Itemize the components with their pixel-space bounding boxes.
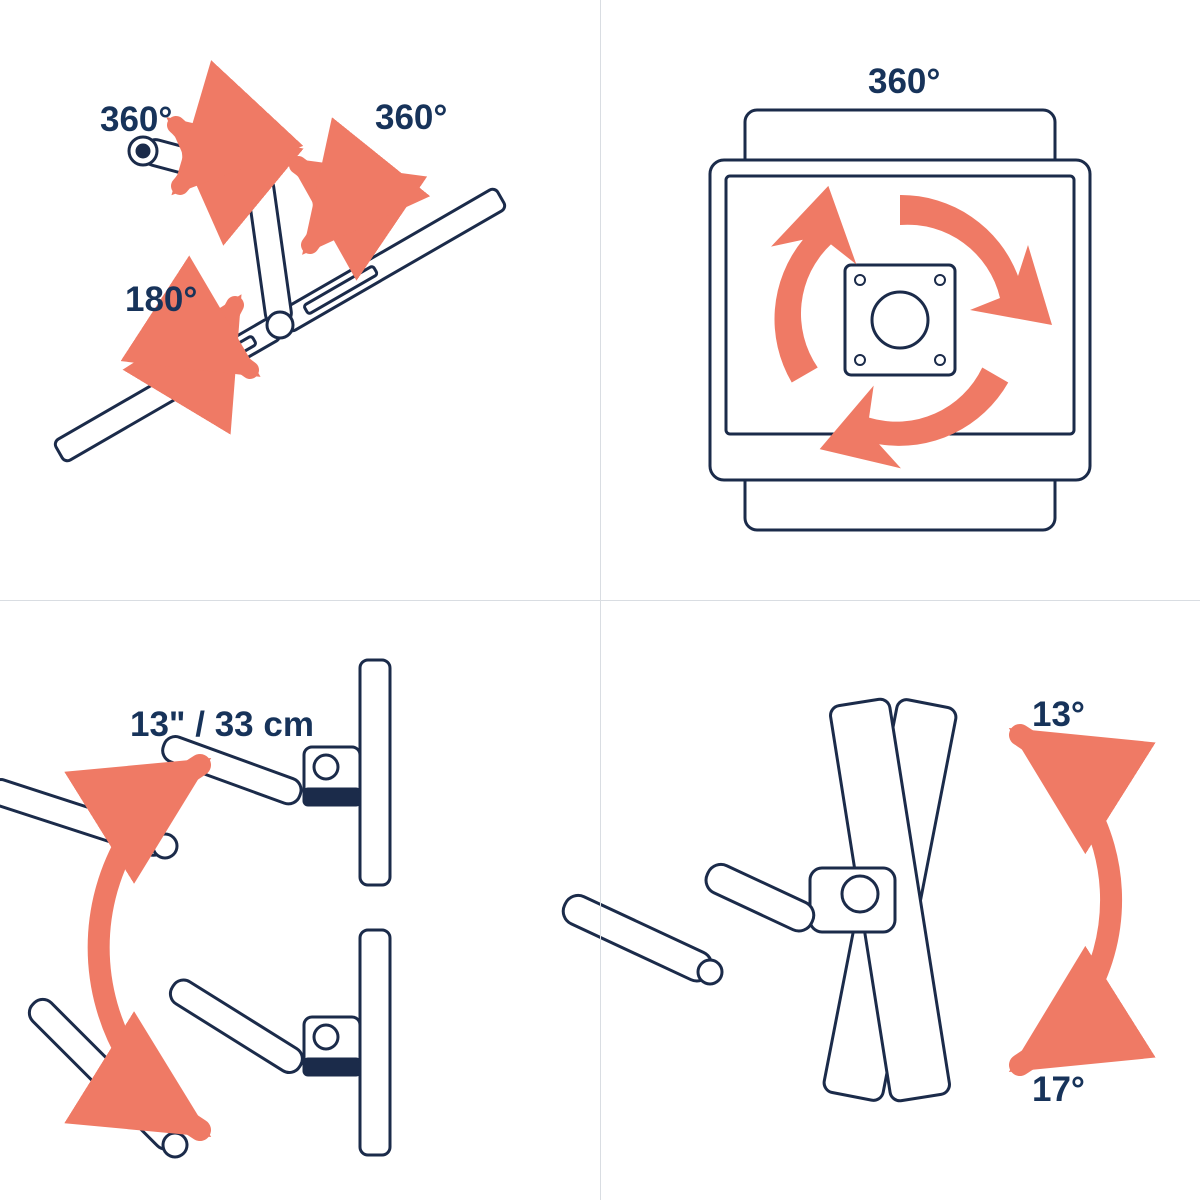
tilt-illustration [600, 600, 1200, 1200]
height-travel-illustration [0, 600, 600, 1200]
panel-screen-rotation: 360° [600, 0, 1200, 600]
label-tilt-down: 17° [1032, 1070, 1085, 1110]
label-travel: 13" / 33 cm [130, 705, 314, 745]
label-pan: 180° [125, 280, 197, 320]
panel-height-travel: 13" / 33 cm [0, 600, 600, 1200]
grid-divider-horizontal [0, 600, 1200, 601]
label-swivel-a: 360° [100, 100, 172, 140]
label-rotation: 360° [868, 62, 940, 102]
arm-rotation-illustration [0, 0, 600, 600]
panel-tilt: 13° 17° [600, 600, 1200, 1200]
label-tilt-up: 13° [1032, 695, 1085, 735]
label-swivel-b: 360° [375, 98, 447, 138]
spec-grid: 360° 360° 180° [0, 0, 1200, 1200]
panel-arm-rotation: 360° 360° 180° [0, 0, 600, 600]
